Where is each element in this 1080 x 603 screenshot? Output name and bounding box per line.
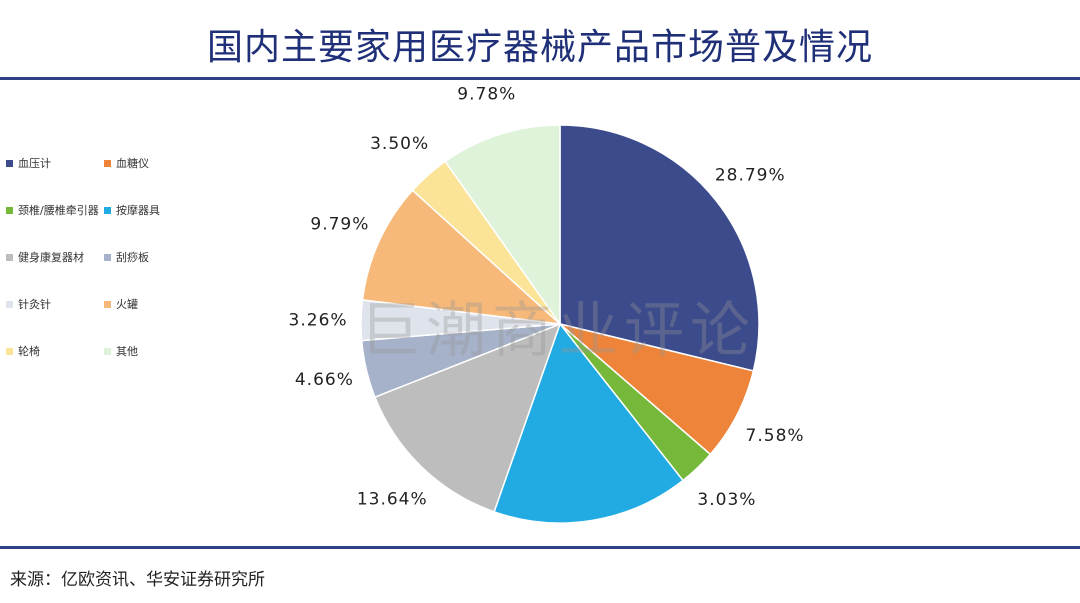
source-note: 来源：亿欧资讯、华安证券研究所 [10,570,265,590]
legend-label: 刮痧板 [116,251,149,264]
legend-label: 颈椎/腰椎牵引器 [18,204,99,217]
slice-label: 3.26% [289,310,348,330]
footer-divider [0,546,1080,549]
legend-item: 刮痧板 [104,249,149,265]
pie-slice [559,124,760,372]
slice-label: 7.58% [746,426,805,446]
slice-label: 3.50% [370,134,429,154]
page-title: 国内主要家用医疗器械产品市场普及情况 [206,27,873,68]
legend-swatch [104,206,111,214]
legend-item: 针灸针 [6,296,51,312]
legend-label: 火罐 [116,298,138,311]
legend-label: 血糖仪 [116,157,149,170]
pie-slice [493,322,685,524]
legend-swatch [104,159,111,167]
legend-item: 按摩器具 [104,202,160,218]
legend-swatch [104,300,111,308]
legend-item: 健身康复器材 [6,249,84,265]
pie-chart: 28.79%7.58%3.03%15.97%13.64%4.66%3.26%9.… [289,84,805,524]
title-divider [0,77,1080,80]
legend-swatch [104,347,111,355]
legend-swatch [6,253,13,261]
slice-label: 4.66% [295,370,354,390]
slice-label: 9.79% [310,214,369,234]
legend-item: 其他 [104,343,138,359]
legend-label: 血压计 [18,157,51,170]
legend-swatch [6,300,13,308]
slice-label: 13.64% [357,489,428,509]
legend-swatch [6,159,13,167]
legend-swatch [6,206,13,214]
legend-item: 轮椅 [6,343,40,359]
legend-label: 按摩器具 [116,204,160,217]
pie-slice [559,323,755,456]
legend-swatch [104,253,111,261]
legend-label: 其他 [116,345,138,358]
legend-label: 针灸针 [18,298,51,311]
legend-item: 颈椎/腰椎牵引器 [6,202,99,218]
legend-item: 血糖仪 [104,155,149,171]
legend-swatch [6,347,13,355]
slice-label: 9.78% [457,84,516,104]
slice-label: 28.79% [715,165,786,185]
legend-item: 火罐 [104,296,138,312]
legend-label: 健身康复器材 [18,251,84,264]
pie-slice [444,124,561,327]
pie-slice [361,189,563,326]
legend-item: 血压计 [6,155,51,171]
pie-slice [373,322,562,513]
slice-label: 3.03% [697,490,756,510]
watermark: 巨潮商业评论 [360,296,756,366]
legend-label: 轮椅 [18,345,40,358]
